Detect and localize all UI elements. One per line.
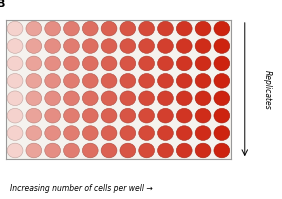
- Circle shape: [45, 74, 61, 88]
- Circle shape: [176, 108, 192, 123]
- Circle shape: [82, 91, 98, 105]
- Circle shape: [26, 74, 42, 88]
- Circle shape: [214, 126, 230, 140]
- Circle shape: [176, 74, 192, 88]
- Circle shape: [158, 143, 173, 158]
- Circle shape: [7, 56, 23, 71]
- Circle shape: [26, 21, 42, 36]
- Circle shape: [63, 39, 79, 53]
- Circle shape: [101, 108, 117, 123]
- Circle shape: [195, 74, 211, 88]
- Text: B: B: [0, 0, 5, 9]
- Circle shape: [26, 56, 42, 71]
- Circle shape: [139, 108, 155, 123]
- Circle shape: [214, 56, 230, 71]
- Circle shape: [7, 21, 23, 36]
- Circle shape: [120, 143, 136, 158]
- Circle shape: [26, 91, 42, 105]
- Circle shape: [82, 74, 98, 88]
- Circle shape: [158, 126, 173, 140]
- Circle shape: [7, 126, 23, 140]
- Circle shape: [63, 21, 79, 36]
- Circle shape: [63, 74, 79, 88]
- Circle shape: [176, 39, 192, 53]
- Circle shape: [7, 108, 23, 123]
- Circle shape: [45, 108, 61, 123]
- Circle shape: [158, 39, 173, 53]
- Circle shape: [214, 143, 230, 158]
- Circle shape: [176, 143, 192, 158]
- Circle shape: [45, 21, 61, 36]
- Circle shape: [120, 21, 136, 36]
- Circle shape: [82, 21, 98, 36]
- Circle shape: [139, 56, 155, 71]
- Circle shape: [120, 108, 136, 123]
- Circle shape: [7, 91, 23, 105]
- Circle shape: [63, 91, 79, 105]
- Text: Replicates: Replicates: [263, 70, 272, 109]
- Circle shape: [45, 56, 61, 71]
- Circle shape: [195, 143, 211, 158]
- Circle shape: [158, 74, 173, 88]
- Circle shape: [45, 91, 61, 105]
- Circle shape: [45, 143, 61, 158]
- Circle shape: [120, 56, 136, 71]
- Circle shape: [26, 108, 42, 123]
- Circle shape: [82, 126, 98, 140]
- Circle shape: [120, 74, 136, 88]
- Circle shape: [176, 56, 192, 71]
- Circle shape: [158, 91, 173, 105]
- Circle shape: [158, 56, 173, 71]
- Circle shape: [195, 21, 211, 36]
- Circle shape: [120, 39, 136, 53]
- Circle shape: [101, 126, 117, 140]
- Circle shape: [139, 74, 155, 88]
- Circle shape: [195, 126, 211, 140]
- Circle shape: [176, 91, 192, 105]
- Circle shape: [158, 108, 173, 123]
- Circle shape: [214, 39, 230, 53]
- Circle shape: [139, 143, 155, 158]
- Circle shape: [7, 74, 23, 88]
- Circle shape: [101, 21, 117, 36]
- Circle shape: [63, 126, 79, 140]
- Circle shape: [101, 74, 117, 88]
- Circle shape: [176, 21, 192, 36]
- Circle shape: [120, 126, 136, 140]
- Circle shape: [195, 91, 211, 105]
- Circle shape: [101, 56, 117, 71]
- Circle shape: [158, 21, 173, 36]
- Circle shape: [101, 39, 117, 53]
- Circle shape: [139, 39, 155, 53]
- Circle shape: [120, 91, 136, 105]
- Circle shape: [63, 108, 79, 123]
- Circle shape: [139, 126, 155, 140]
- Circle shape: [26, 39, 42, 53]
- Circle shape: [195, 56, 211, 71]
- Circle shape: [7, 39, 23, 53]
- Circle shape: [82, 108, 98, 123]
- Text: Increasing number of cells per well →: Increasing number of cells per well →: [10, 184, 153, 193]
- Circle shape: [26, 143, 42, 158]
- Circle shape: [214, 108, 230, 123]
- Circle shape: [63, 143, 79, 158]
- Circle shape: [139, 91, 155, 105]
- Circle shape: [101, 143, 117, 158]
- Circle shape: [195, 108, 211, 123]
- Circle shape: [82, 39, 98, 53]
- Circle shape: [45, 39, 61, 53]
- Circle shape: [82, 56, 98, 71]
- Circle shape: [7, 143, 23, 158]
- Circle shape: [63, 56, 79, 71]
- Circle shape: [45, 126, 61, 140]
- Circle shape: [195, 39, 211, 53]
- Circle shape: [176, 126, 192, 140]
- Circle shape: [214, 74, 230, 88]
- Circle shape: [214, 91, 230, 105]
- Circle shape: [139, 21, 155, 36]
- Circle shape: [26, 126, 42, 140]
- Circle shape: [82, 143, 98, 158]
- Circle shape: [214, 21, 230, 36]
- Circle shape: [101, 91, 117, 105]
